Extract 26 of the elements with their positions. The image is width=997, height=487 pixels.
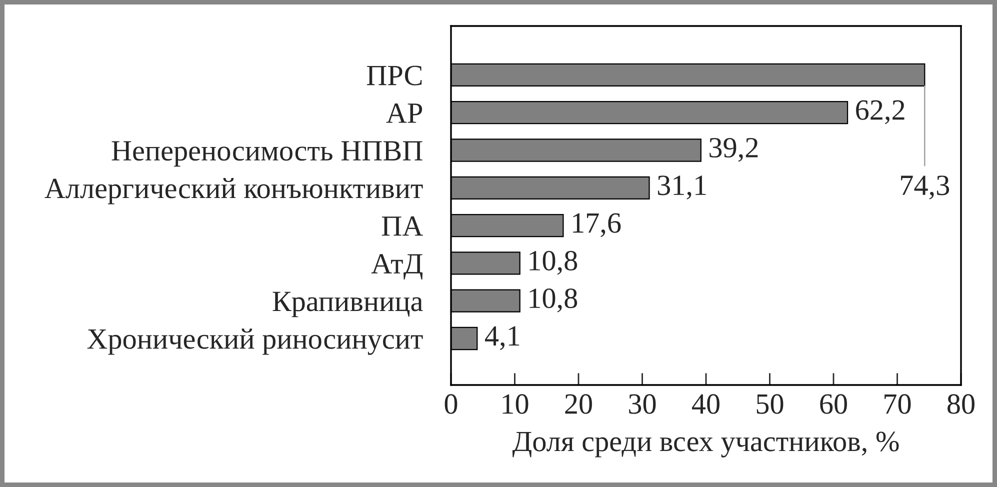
data-label: 10,8	[530, 288, 578, 312]
y-tick-label: Крапивница	[272, 292, 423, 318]
x-tick-label: 30	[629, 394, 656, 414]
x-tick-label: 0	[444, 394, 458, 414]
data-label: 62,2	[856, 100, 904, 124]
x-tick-label: 80	[948, 394, 974, 414]
data-label: 39,2	[710, 138, 758, 162]
y-tick-label: Хронический риносинусит	[87, 328, 423, 355]
x-tick-label: 60	[820, 394, 847, 414]
y-tick-label: Аллергический конъюнктивит	[44, 178, 423, 204]
data-label: 10,8	[530, 250, 578, 275]
y-tick-label: ПРС	[366, 66, 422, 86]
x-tick-label: 70	[884, 394, 911, 414]
data-label: 74,3	[901, 176, 950, 200]
x-tick-label: 40	[692, 394, 720, 414]
x-tick-label: 10	[502, 394, 528, 414]
data-label: 17,6	[573, 213, 621, 238]
x-axis-title: Доля среди всех участников, %	[512, 432, 899, 458]
y-tick-label: АтД	[371, 254, 423, 280]
y-tick-label: ПА	[382, 216, 424, 236]
y-tick-label: АР	[386, 103, 422, 123]
data-label: 31,1	[658, 176, 706, 200]
y-tick-label: Непереносимость НПВП	[112, 141, 422, 167]
data-label: 4,1	[485, 326, 520, 350]
x-tick-label: 20	[565, 394, 592, 414]
x-tick-label: 50	[756, 394, 784, 414]
